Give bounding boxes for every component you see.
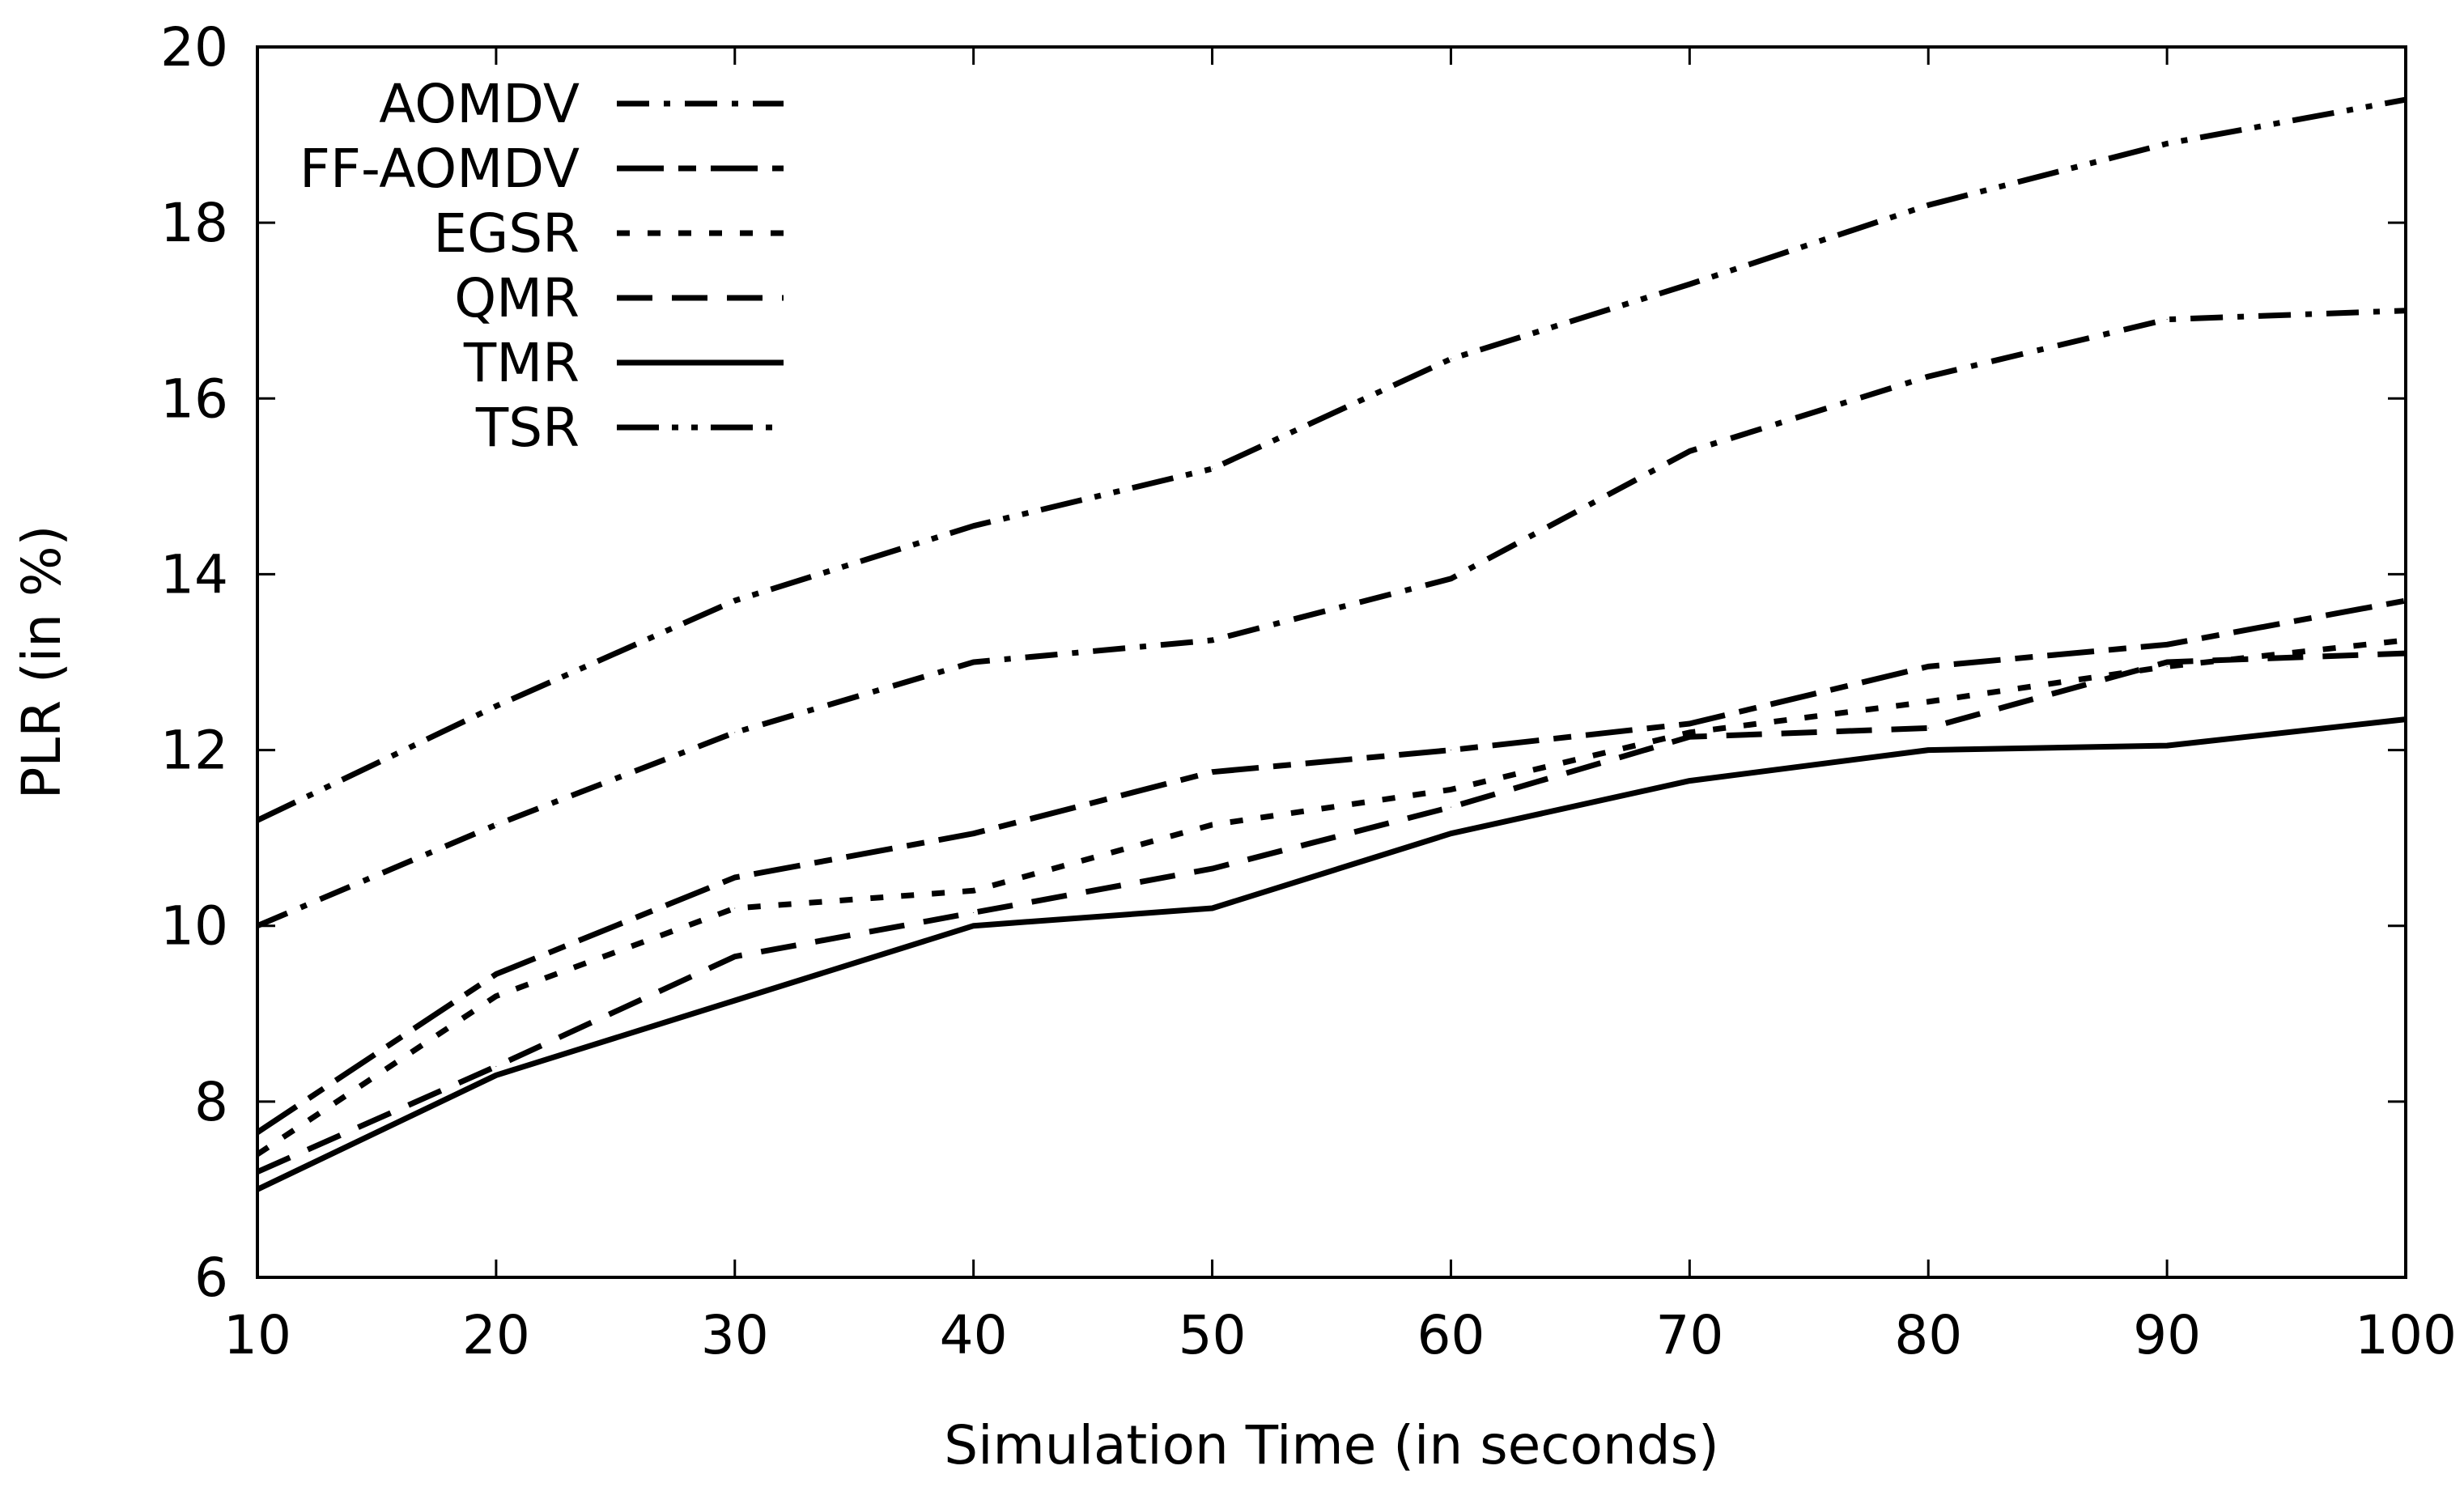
legend-label: TMR [463, 332, 580, 394]
data-point-ff-aomdv [973, 833, 975, 835]
legend-item-egsr: EGSR [433, 202, 784, 265]
data-point-ff-aomdv [1212, 771, 1213, 773]
data-point-qmr [734, 956, 736, 958]
series-line-aomdv [256, 308, 2407, 928]
x-tick-label: 90 [2133, 1304, 2201, 1366]
data-point-tsr [1927, 204, 1929, 206]
data-point-ff-aomdv [2166, 644, 2168, 645]
data-point-aomdv [1927, 376, 1929, 377]
plot-frame [256, 45, 2407, 1279]
legend-label: FF-AOMDV [300, 138, 580, 200]
data-point-aomdv [2166, 319, 2168, 321]
y-tick-label: 8 [194, 1071, 228, 1133]
x-tick-label: 70 [1655, 1304, 1723, 1366]
data-point-tmr [495, 1074, 497, 1076]
data-point-aomdv [734, 732, 736, 733]
legend-item-ff-aomdv: FF-AOMDV [300, 138, 784, 200]
data-point-egsr [973, 890, 975, 891]
data-point-egsr [1212, 824, 1213, 826]
x-tick-label: 60 [1417, 1304, 1485, 1366]
x-tick-label: 40 [940, 1304, 1008, 1366]
data-point-aomdv [1212, 639, 1213, 641]
data-point-ff-aomdv [734, 877, 736, 878]
data-point-aomdv [495, 824, 497, 826]
series-layer [256, 96, 2407, 1192]
data-point-aomdv [1689, 450, 1690, 452]
series-line-egsr [256, 637, 2407, 1157]
series-line-tsr [256, 96, 2407, 823]
legend-item-tsr: TSR [475, 397, 784, 459]
y-tick-label: 18 [160, 192, 228, 254]
y-tick-label: 6 [194, 1247, 228, 1309]
data-point-tsr [495, 705, 497, 707]
data-point-ff-aomdv [495, 973, 497, 975]
data-point-aomdv [973, 661, 975, 663]
y-tick-label: 20 [160, 16, 228, 79]
data-point-qmr [973, 911, 975, 913]
data-point-ff-aomdv [1927, 665, 1929, 667]
x-tick-label: 10 [223, 1304, 291, 1366]
series-line-tmr [256, 716, 2407, 1192]
legend-label: TSR [475, 397, 580, 459]
data-point-qmr [495, 1065, 497, 1067]
series-line-ff-aomdv [256, 597, 2407, 1135]
y-tick-label: 14 [160, 543, 228, 605]
legend-item-aomdv: AOMDV [379, 73, 784, 135]
x-tick-label: 30 [701, 1304, 769, 1366]
data-point-tmr [1689, 780, 1690, 782]
x-tick-label: 80 [1894, 1304, 1962, 1366]
data-point-tmr [1212, 907, 1213, 909]
y-tick-label: 12 [160, 720, 228, 782]
data-point-egsr [2166, 665, 2168, 667]
legend-item-tmr: TMR [463, 332, 784, 394]
x-axis-title: Simulation Time (in seconds) [944, 1414, 1718, 1476]
series-line-qmr [256, 650, 2407, 1175]
legend-item-qmr: QMR [454, 267, 784, 329]
y-tick-label: 16 [160, 368, 228, 430]
x-tick-label: 100 [2355, 1304, 2457, 1366]
y-tick-label: 10 [160, 895, 228, 958]
data-point-qmr [2166, 661, 2168, 663]
data-point-qmr [1927, 727, 1929, 729]
legend-label: AOMDV [379, 73, 580, 135]
data-point-egsr [734, 907, 736, 909]
data-point-tsr [1689, 283, 1690, 285]
data-point-tsr [2166, 142, 2168, 144]
data-point-tmr [973, 925, 975, 927]
x-tick-label: 50 [1179, 1304, 1247, 1366]
legend-label: QMR [454, 267, 580, 329]
data-point-tsr [973, 525, 975, 527]
data-point-egsr [1689, 732, 1690, 733]
y-axis-title: PLR (in %) [11, 525, 73, 800]
data-point-egsr [1927, 701, 1929, 703]
series-ff-aomdv [256, 597, 2407, 1135]
legend-label: EGSR [433, 202, 580, 265]
x-tick-label: 20 [462, 1304, 530, 1366]
tick-layer: 10 20 30 40 50 60 70 80 90 100 6 8 10 12 14 16 18 20 [160, 16, 2457, 1366]
